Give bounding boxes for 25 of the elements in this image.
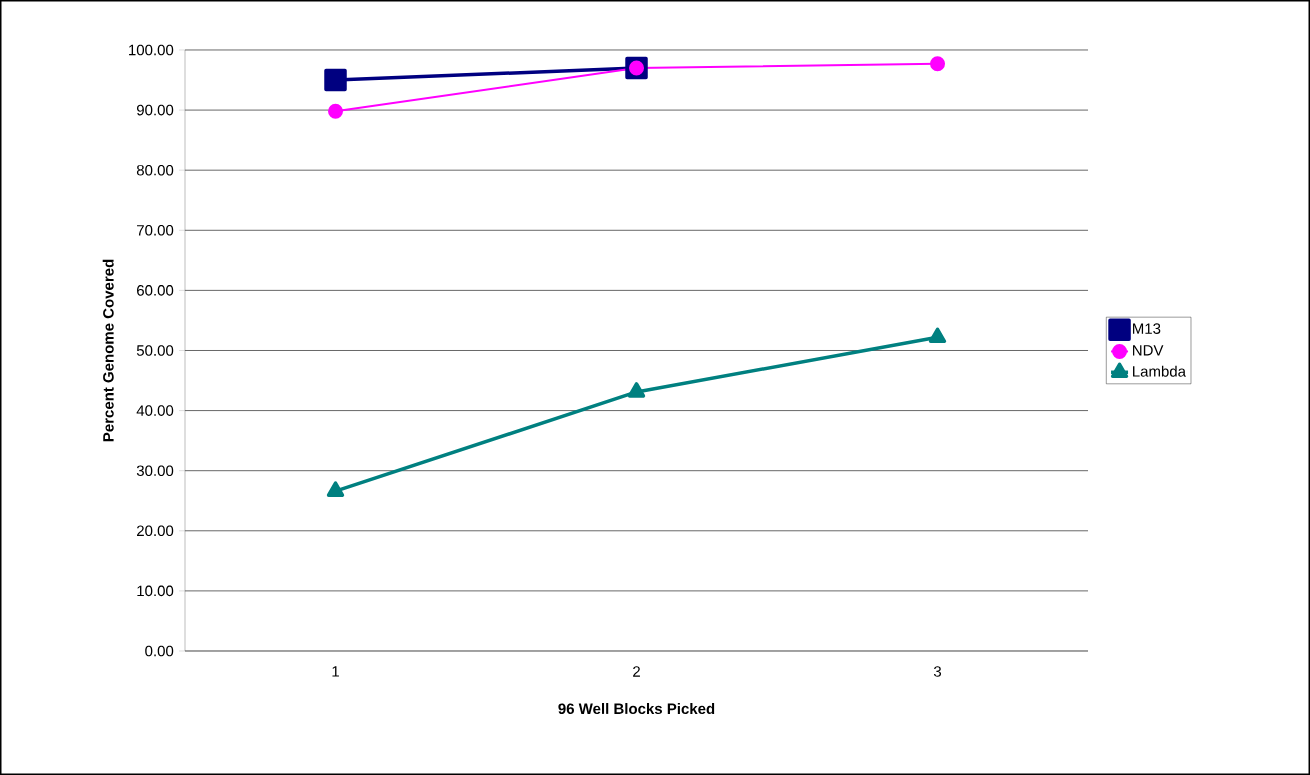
x-tick-label: 3 [933,666,942,677]
point [326,481,345,497]
point [627,382,646,398]
y-tick-label: 60.00 [137,285,174,296]
point [324,68,347,92]
y-tick-label: 10.00 [137,585,174,597]
point [928,327,947,344]
legend-label: M13 [1133,323,1161,334]
y-tick-label: 20.00 [137,525,174,537]
x-axis-title: 96 Well Blocks Picked [558,703,715,715]
x-tick-label: 1 [332,666,339,677]
y-axis-title: Percent Genome Covered [102,259,114,442]
point [328,103,344,119]
legend-label: Lambda [1133,365,1186,377]
y-tick-label: 80.00 [136,164,174,176]
y-tick-label: 40.00 [136,405,174,416]
y-tick-label: 50.00 [136,345,174,356]
y-tick-label: 70.00 [137,224,174,236]
y-tick-label: 0.00 [145,645,174,657]
y-tick-label: 30.00 [136,465,174,476]
point [930,56,946,72]
y-tick-label: 100.00 [129,44,174,56]
x-tick-label: 2 [633,666,640,677]
legend-label: NDV [1133,345,1164,356]
y-tick-label: 90.00 [136,104,174,116]
